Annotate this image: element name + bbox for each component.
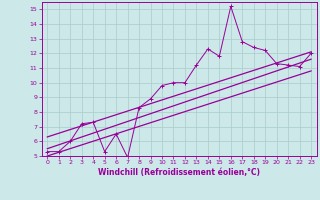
- X-axis label: Windchill (Refroidissement éolien,°C): Windchill (Refroidissement éolien,°C): [98, 168, 260, 177]
